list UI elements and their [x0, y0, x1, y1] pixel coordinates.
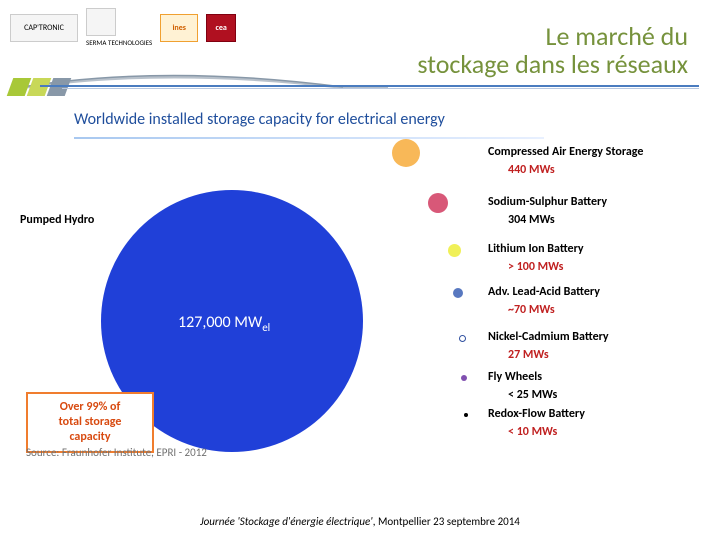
value-0: 440 MWs	[508, 163, 555, 177]
bubble-chart: Pumped Hydro127,000 MWelCompressed Air E…	[74, 143, 690, 463]
label-1: Sodium-Sulphur Battery	[488, 195, 607, 209]
callout-line2: total storage capacity	[59, 415, 122, 444]
value-4: 27 MWs	[508, 348, 549, 362]
divider-line-thin	[62, 88, 699, 89]
footer-event: Journée 'Stockage d'énergie électrique'	[200, 515, 373, 528]
bubble-6	[464, 413, 468, 417]
chart-source: Source: Fraunhofer Institute, EPRI - 201…	[26, 446, 207, 459]
label-4: Nickel-Cadmium Battery	[488, 330, 609, 344]
logo-strip: CAP'TRONIC SERMA TECHNOLOGIES ines cea	[10, 8, 236, 47]
bubble-0	[392, 139, 420, 167]
logo-captronic: CAP'TRONIC	[10, 14, 78, 42]
label-5: Fly Wheels	[488, 370, 542, 384]
title-line1: Le marché du	[417, 22, 688, 50]
label-pumped-hydro: Pumped Hydro	[20, 213, 94, 227]
divider-line	[40, 85, 699, 87]
title-line2: stockage dans les réseaux	[417, 50, 688, 78]
callout-line1: Over 99% of	[60, 400, 121, 414]
label-3: Adv. Lead-Acid Battery	[488, 285, 600, 299]
bubble-4	[459, 335, 466, 342]
chart-area: Worldwide installed storage capacity for…	[74, 110, 690, 490]
value-5: < 25 MWs	[508, 388, 557, 402]
slide-footer: Journée 'Stockage d'énergie électrique',…	[0, 515, 720, 528]
bubble-5	[461, 375, 467, 381]
callout-box: Over 99% of total storage capacity	[26, 392, 154, 453]
chart-title: Worldwide installed storage capacity for…	[74, 110, 690, 129]
footer-location: , Montpellier 23 septembre 2014	[373, 515, 520, 528]
bubble-3	[453, 288, 463, 298]
value-3: ~70 MWs	[508, 303, 555, 317]
logo-serma: SERMA TECHNOLOGIES	[86, 8, 152, 47]
label-2: Lithium Ion Battery	[488, 242, 584, 256]
value-2: > 100 MWs	[508, 260, 563, 274]
bubble-2	[448, 244, 461, 257]
label-0: Compressed Air Energy Storage	[488, 145, 643, 159]
capacity-pumped-hydro: 127,000 MWel	[178, 313, 270, 334]
diamond-accents	[10, 78, 68, 96]
slide-title: Le marché du stockage dans les réseaux	[417, 22, 688, 78]
logo-ines: ines	[160, 14, 198, 42]
logo-cea: cea	[206, 14, 236, 42]
value-1: 304 MWs	[508, 213, 555, 227]
chart-title-underline	[74, 137, 544, 139]
label-6: Redox-Flow Battery	[488, 407, 585, 421]
value-6: < 10 MWs	[508, 425, 557, 439]
bubble-1	[428, 193, 448, 213]
